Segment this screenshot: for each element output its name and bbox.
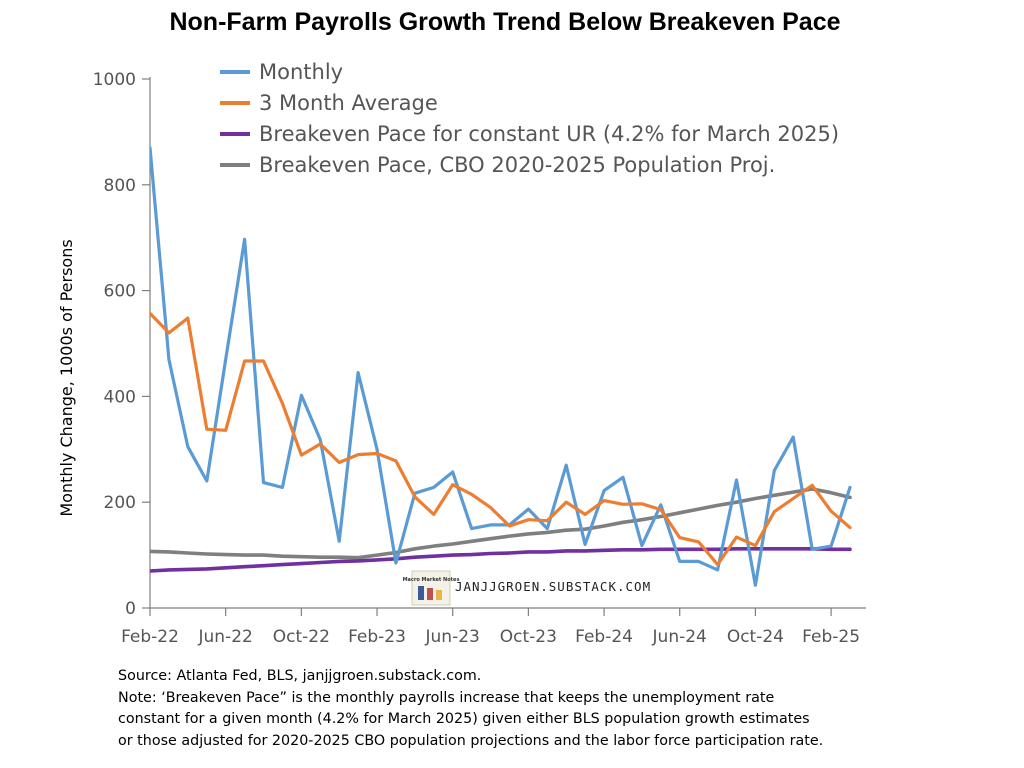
note-line: constant for a given month (4.2% for Mar… [118,711,810,727]
legend-item-3-month-average: 3 Month Average [220,91,438,115]
x-tick-label: Oct-22 [273,627,330,647]
y-axis-label: Monthly Change, 1000s of Persons [57,239,76,516]
legend-item-breakeven-cbo: Breakeven Pace, CBO 2020-2025 Population… [220,153,775,177]
x-tick-label: Oct-24 [727,627,784,647]
y-tick-label: 200 [104,493,136,513]
watermark-logo-text: Macro Market Notes [403,577,460,583]
legend-label: Breakeven Pace for constant UR (4.2% for… [259,122,839,146]
x-tick-label: Jun-24 [652,627,707,647]
legend: Monthly 3 Month Average Breakeven Pace for… [220,60,839,177]
watermark: Macro Market Notes JANJJGROEN.SUBSTACK.C… [403,570,651,606]
watermark-logo-figure [427,588,433,600]
x-tick-label: Feb-24 [575,627,633,647]
footer: Source: Atlanta Fed, BLS, janjjgroen.sub… [118,666,998,752]
x-tick-label: Oct-23 [500,627,557,647]
legend-item-breakeven-constant-ur: Breakeven Pace for constant UR (4.2% for… [220,122,839,146]
watermark-url: JANJJGROEN.SUBSTACK.COM [455,579,651,594]
legend-label: Monthly [259,60,343,84]
legend-item-monthly: Monthly [220,60,343,84]
x-tick-label: Feb-22 [121,627,179,647]
y-tick-label: 600 [104,282,136,302]
x-tick-label: Feb-25 [802,627,860,647]
series-lines [150,146,852,587]
x-tick-label: Jun-22 [198,627,253,647]
x-tick-label: Jun-23 [425,627,480,647]
three-month-average-line [150,311,852,567]
breakeven-constant-ur-line [150,546,852,573]
note-line: or those adjusted for 2020-2025 CBO popu… [118,732,824,749]
y-tick-label: 1000 [93,70,136,90]
legend-label: Breakeven Pace, CBO 2020-2025 Population… [259,153,775,177]
y-tick-label: 400 [104,387,136,407]
chart-title: Non-Farm Payrolls Growth Trend Below Bre… [169,8,841,36]
x-tick-label: Feb-23 [348,627,406,647]
y-tick-label: 0 [125,599,136,619]
y-tick-label: 800 [104,176,136,196]
legend-label: 3 Month Average [259,91,438,115]
watermark-logo-figure [436,590,442,600]
watermark-logo-figure [418,586,424,600]
note-line: Note: ‘Breakeven Pace” is the monthly pa… [118,689,775,706]
source-note: Source: Atlanta Fed, BLS, janjjgroen.sub… [118,668,482,684]
axes: 0 200 400 600 800 1000 Feb-22 Jun-22 Oct-22 Feb-2… [93,70,866,647]
monthly-line [150,146,852,587]
